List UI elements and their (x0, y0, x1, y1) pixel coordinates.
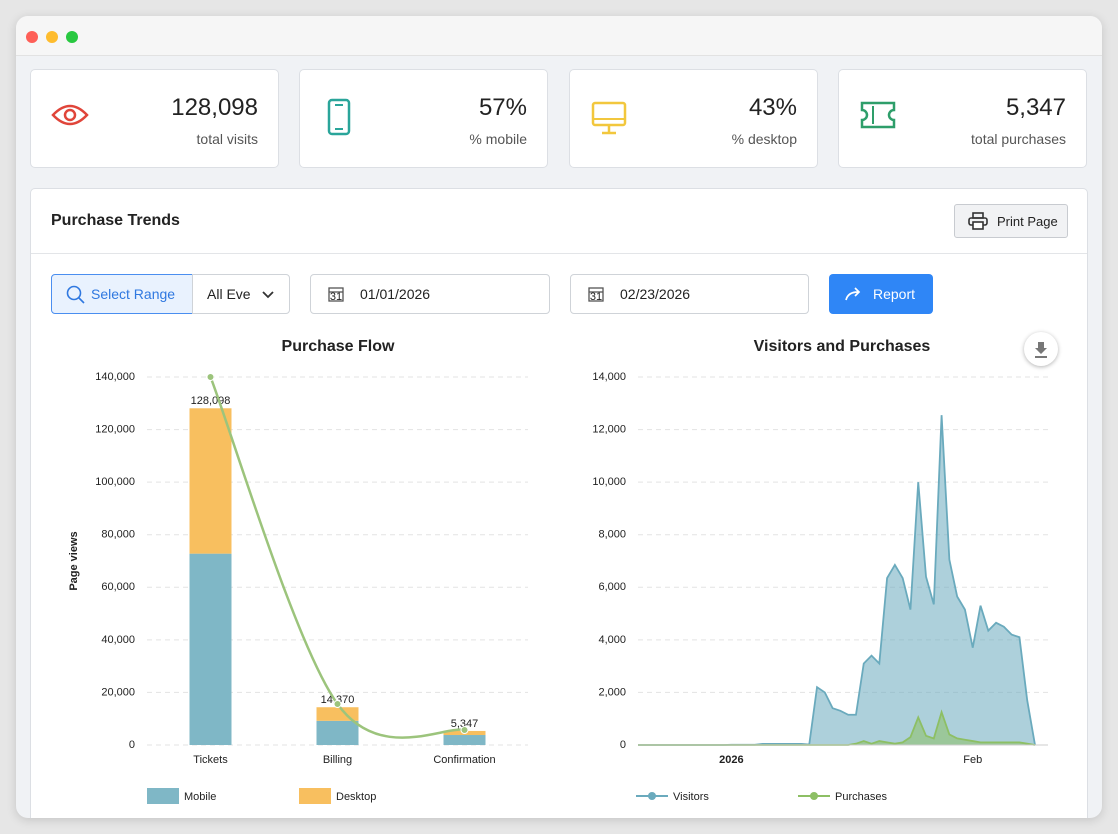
select-range-label: Select Range (91, 286, 176, 302)
report-button[interactable]: Report (829, 274, 933, 314)
start-date: 01/01/2026 (360, 286, 431, 302)
download-icon (1035, 342, 1047, 358)
stat-value: 5,347 (1005, 94, 1066, 121)
calendar-icon: 31 (328, 287, 344, 302)
calendar-icon: 31 (588, 287, 604, 302)
event-dropdown[interactable]: All Eve (192, 274, 290, 314)
stat-label: total purchases (971, 131, 1066, 147)
title-bar (16, 16, 1102, 56)
purchase-panel: Purchase Trends Print Page Select Range … (30, 188, 1088, 818)
svg-text:31: 31 (590, 291, 602, 302)
chevron-icon (262, 291, 274, 299)
report-label: Report (873, 286, 916, 302)
phone-icon (327, 98, 351, 136)
event-label: All Eve (207, 286, 251, 302)
end-date-input[interactable]: 31 02/23/2026 (570, 274, 809, 314)
monitor-icon (591, 101, 627, 135)
divider (31, 253, 1087, 254)
stat-value: 57% (478, 94, 527, 121)
window: 128,098 total visits 57% % mobile 43% % … (16, 16, 1102, 818)
stat-card: 5,347 total purchases (838, 69, 1087, 168)
share-icon (845, 287, 861, 301)
svg-text:31: 31 (330, 291, 342, 302)
zoom-button[interactable] (66, 31, 78, 43)
download-button[interactable] (1024, 332, 1058, 366)
search-icon (66, 285, 85, 304)
stat-label: total visits (196, 131, 258, 147)
printer-icon (968, 212, 988, 230)
stat-card: 43% % desktop (569, 69, 818, 168)
stat-card: 128,098 total visits (30, 69, 279, 168)
eye-icon (51, 104, 89, 126)
ticket-icon (860, 101, 896, 129)
end-date: 02/23/2026 (620, 286, 691, 302)
start-date-input[interactable]: 31 01/01/2026 (310, 274, 550, 314)
minimize-button[interactable] (46, 31, 58, 43)
stat-value: 128,098 (171, 94, 258, 121)
stat-card: 57% % mobile (299, 69, 548, 168)
stat-label: % desktop (731, 131, 797, 147)
stat-label: % mobile (469, 131, 527, 147)
panel-title: Purchase Trends (51, 212, 180, 229)
select-range-button[interactable]: Select Range (51, 274, 193, 314)
stat-value: 43% (748, 94, 797, 121)
print-button[interactable]: Print Page (954, 204, 1068, 238)
close-button[interactable] (26, 31, 38, 43)
print-label: Print Page (997, 213, 1058, 229)
